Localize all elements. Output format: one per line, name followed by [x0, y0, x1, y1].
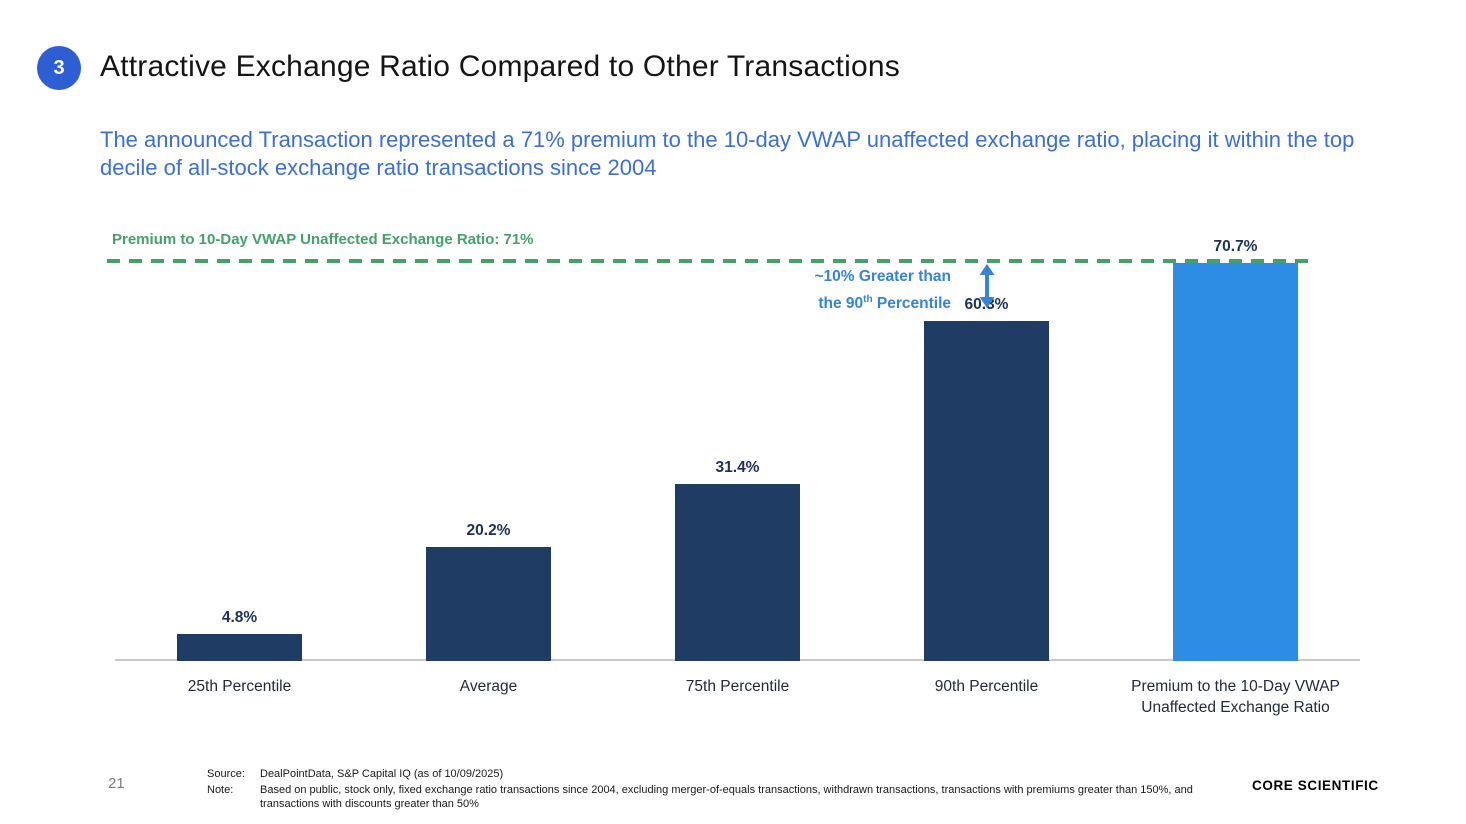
bar-value-label: 70.7% [1213, 238, 1258, 255]
bar-column: 31.4% [613, 261, 862, 661]
x-axis-label: Premium to the 10-Day VWAP Unaffected Ex… [1131, 678, 1340, 716]
double-arrow-icon [979, 264, 995, 308]
bar [426, 547, 551, 661]
page-number: 21 [108, 775, 125, 792]
slide-number-badge: 3 [37, 46, 81, 90]
bar [177, 634, 302, 661]
annotation-line1: ~10% Greater than [814, 268, 951, 285]
x-axis-label: 75th Percentile [685, 678, 790, 695]
footnotes: Source: DealPointData, S&P Capital IQ (a… [207, 767, 1205, 812]
reference-dashed-line [107, 259, 1310, 263]
source-text: DealPointData, S&P Capital IQ (as of 10/… [260, 768, 504, 780]
bar-column: 70.7% [1111, 238, 1360, 661]
bar-value-label: 4.8% [221, 609, 258, 626]
annotation-text: ~10% Greater than the 90th Percentile [755, 265, 951, 315]
bar-column: 4.8% [115, 261, 364, 661]
bar-columns: 4.8% 20.2% 31.4% 60.3% 70.7% [115, 238, 1360, 661]
subtitle: The announced Transaction represented a … [100, 127, 1355, 180]
note-label: Note: [207, 783, 234, 796]
bar-column: 20.2% [364, 261, 613, 661]
x-axis-label: 25th Percentile [187, 678, 292, 695]
annotation-line2: the 90th Percentile [818, 294, 951, 313]
bar-column: 60.3% [862, 261, 1111, 661]
badge-number: 3 [53, 56, 65, 79]
bar [1173, 263, 1298, 661]
bar-value-label: 31.4% [715, 459, 760, 476]
bar [675, 484, 800, 661]
page-title: Attractive Exchange Ratio Compared to Ot… [100, 50, 900, 83]
bar [924, 321, 1049, 661]
source-label: Source: [207, 768, 245, 780]
x-axis-labels: 25th Percentile Average 75th Percentile 90t… [115, 663, 1360, 718]
bar-value-label: 20.2% [466, 522, 511, 539]
core-scientific-logo: CORE SCIENTIFIC [1252, 777, 1379, 794]
reference-line-label: Premium to 10-Day VWAP Unaffected Exchan… [112, 231, 534, 248]
x-axis-label: 90th Percentile [934, 678, 1039, 695]
bar-chart: Premium to 10-Day VWAP Unaffected Exchan… [107, 231, 1360, 661]
x-axis-label: Average [459, 678, 518, 695]
note-text: Based on public, stock only, fixed excha… [260, 783, 1193, 811]
